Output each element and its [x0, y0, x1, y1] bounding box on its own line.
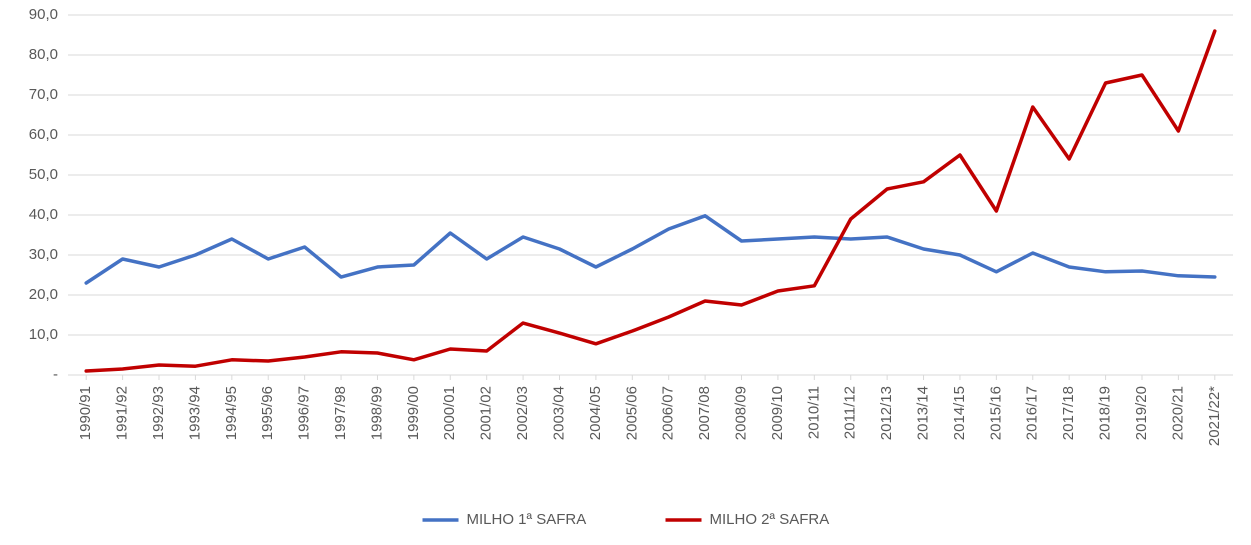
legend-label: MILHO 1ª SAFRA [467, 511, 587, 528]
x-tick-label: 2018/19 [1097, 386, 1114, 440]
line-chart: - 10,0 20,0 30,0 40,0 50,0 60,0 70,0 80,0 90,0 199… [0, 0, 1251, 545]
x-tick-label: 2003/04 [550, 386, 567, 440]
x-tick-label: 1997/98 [332, 386, 349, 440]
x-tick-label: 1995/96 [259, 386, 276, 440]
x-tick-label: 2015/16 [987, 386, 1004, 440]
y-tick-label: - [53, 366, 58, 383]
y-tick-label: 20,0 [29, 286, 58, 303]
x-tick-label: 1999/00 [405, 386, 422, 440]
x-tick-label: 1993/94 [186, 386, 203, 440]
x-tick-label: 1992/93 [150, 386, 167, 440]
x-tick-label: 1990/91 [77, 386, 94, 440]
y-tick-label: 10,0 [29, 326, 58, 343]
x-tick-label: 2014/15 [951, 386, 968, 440]
series-line-1 [86, 216, 1215, 283]
x-tick-label: 2005/06 [623, 386, 640, 440]
y-tick-label: 50,0 [29, 166, 58, 183]
x-tick-label: 2020/21 [1169, 386, 1186, 440]
x-tick-label: 2009/10 [769, 386, 786, 440]
x-tick-label: 2021/22* [1206, 386, 1223, 446]
x-tick-label: 2000/01 [441, 386, 458, 440]
x-tick-label: 2006/07 [660, 386, 677, 440]
x-tick-label: 1991/92 [114, 386, 131, 440]
x-tick-label: 2007/08 [696, 386, 713, 440]
y-tick-label: 60,0 [29, 126, 58, 143]
x-tick-label: 1994/95 [223, 386, 240, 440]
x-tick-label: 2008/09 [732, 386, 749, 440]
x-tick-label: 2019/20 [1133, 386, 1150, 440]
x-tick-label: 2016/17 [1024, 386, 1041, 440]
x-tick-label: 1996/97 [296, 386, 313, 440]
y-tick-label: 30,0 [29, 246, 58, 263]
x-tick-label: 2011/12 [842, 386, 859, 439]
x-tick-label: 2004/05 [587, 386, 604, 440]
y-tick-label: 90,0 [29, 6, 58, 23]
y-tick-label: 40,0 [29, 206, 58, 223]
chart-svg: - 10,0 20,0 30,0 40,0 50,0 60,0 70,0 80,0 90,0 199… [0, 0, 1251, 545]
x-tick-label: 2010/11 [805, 386, 822, 439]
series-line-2 [86, 31, 1215, 371]
x-tick-label: 1998/99 [368, 386, 385, 440]
y-tick-label: 70,0 [29, 86, 58, 103]
x-tick-label: 2013/14 [915, 386, 932, 440]
x-tick-label: 2001/02 [478, 386, 495, 440]
x-tick-label: 2002/03 [514, 386, 531, 440]
y-tick-label: 80,0 [29, 46, 58, 63]
legend-label: MILHO 2ª SAFRA [710, 511, 830, 528]
x-tick-label: 2017/18 [1060, 386, 1077, 440]
x-tick-label: 2012/13 [878, 386, 895, 440]
